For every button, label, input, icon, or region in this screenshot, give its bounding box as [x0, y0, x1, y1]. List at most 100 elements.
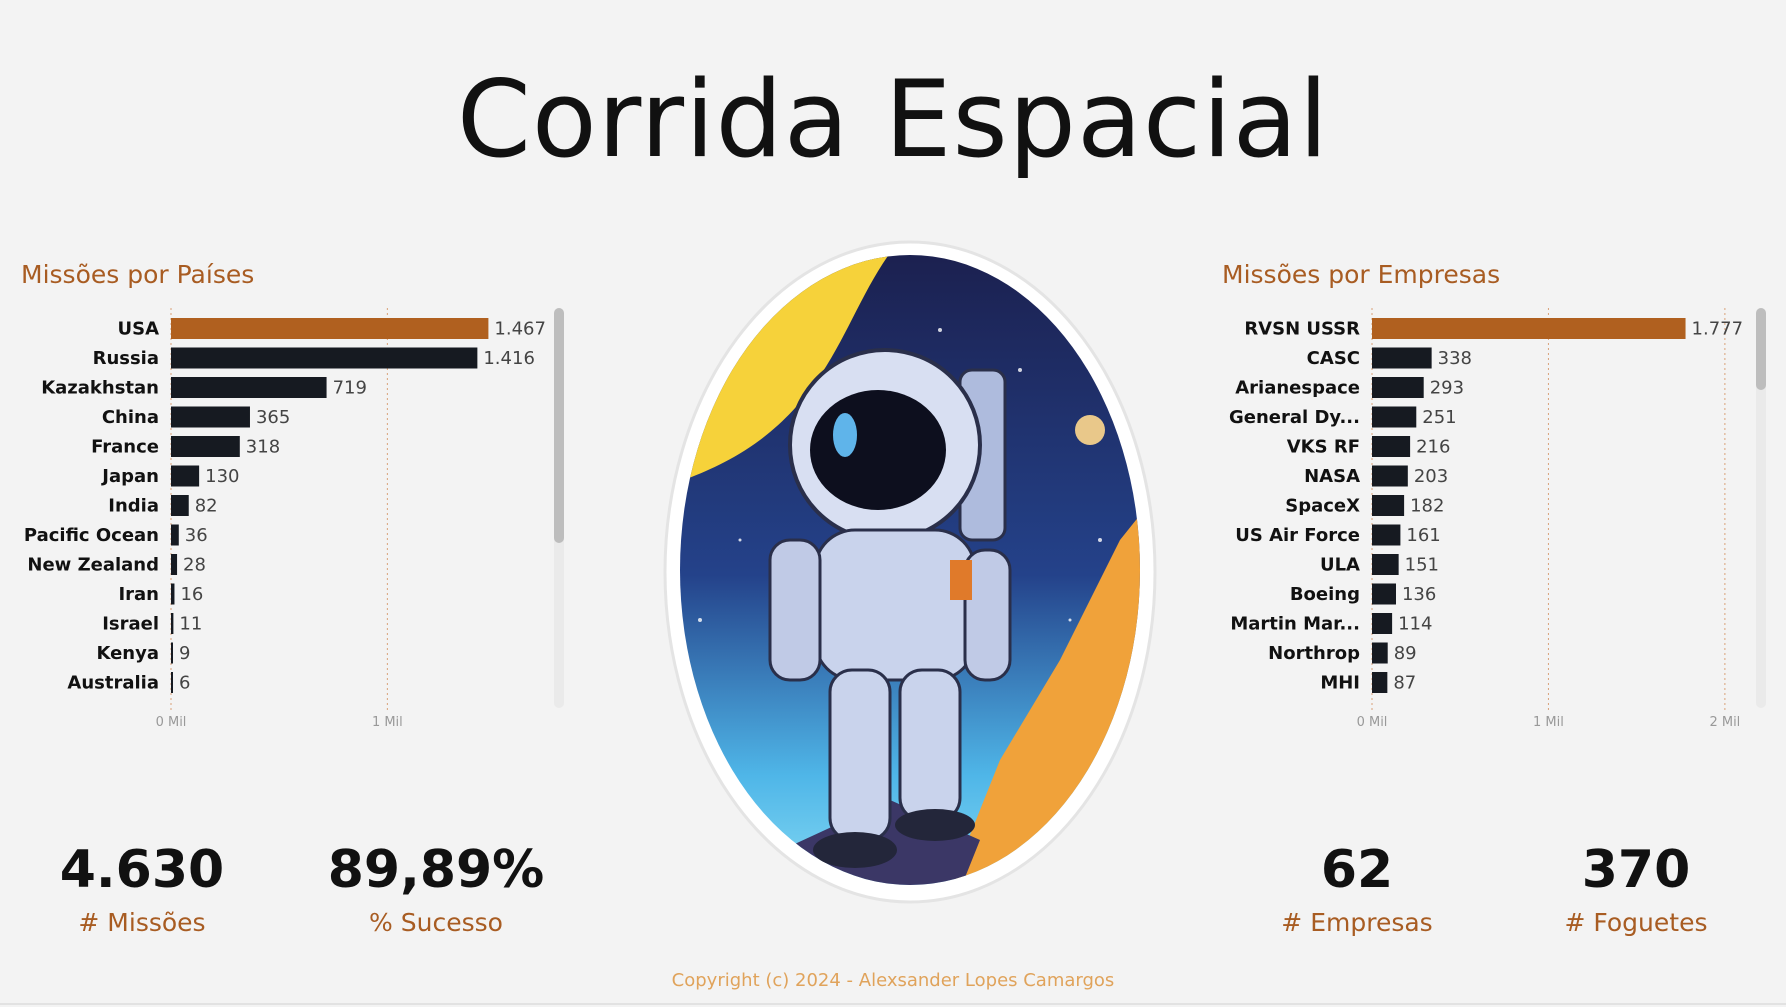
- bar[interactable]: [171, 672, 173, 693]
- category-label: CASC: [1307, 348, 1360, 369]
- category-label: SpaceX: [1285, 496, 1360, 517]
- kpi-companies-label: # Empresas: [1281, 908, 1433, 937]
- data-label: 130: [205, 466, 239, 487]
- bar[interactable]: [1372, 524, 1401, 546]
- x-tick-label: 0 Mil: [156, 715, 187, 730]
- data-label: 151: [1405, 555, 1439, 576]
- bar[interactable]: [171, 554, 178, 575]
- page-title: Corrida Espacial: [456, 58, 1330, 181]
- data-label: 82: [195, 496, 218, 517]
- countries-scrollbar-thumb[interactable]: [554, 308, 564, 543]
- bar[interactable]: [1372, 613, 1393, 634]
- kpi-missions-value: 4.630: [59, 840, 225, 900]
- companies-bar-chart: 0 Mil 1 Mil 2 Mil RVSN USSR 1.777 CASC 338 Aria…: [1229, 308, 1744, 730]
- data-label: 136: [1402, 584, 1436, 605]
- bar[interactable]: [1372, 583, 1396, 605]
- companies-scrollbar[interactable]: [1756, 308, 1766, 708]
- bar[interactable]: [171, 318, 489, 339]
- bar[interactable]: [171, 377, 327, 398]
- data-label: 87: [1393, 673, 1416, 694]
- data-label: 216: [1416, 437, 1450, 458]
- category-label: NASA: [1304, 466, 1360, 487]
- category-label: Boeing: [1290, 584, 1360, 605]
- category-label: Iran: [118, 584, 159, 605]
- countries-bar-chart: 0 Mil 1 Mil USA 1.467 Russia 1.416 Kazakhstan 7…: [24, 308, 546, 730]
- bar[interactable]: [171, 524, 179, 546]
- category-label: US Air Force: [1235, 525, 1360, 546]
- category-label: France: [91, 437, 159, 458]
- kpi-success-value: 89,89%: [327, 840, 545, 900]
- category-label: RVSN USSR: [1244, 319, 1360, 340]
- category-label: Northrop: [1268, 643, 1360, 664]
- bar[interactable]: [171, 406, 250, 428]
- category-label: Kazakhstan: [41, 378, 159, 399]
- bar[interactable]: [171, 613, 174, 634]
- data-label: 16: [180, 584, 203, 605]
- bar[interactable]: [171, 465, 200, 487]
- bar[interactable]: [1372, 347, 1432, 369]
- x-tick-label: 1 Mil: [1533, 715, 1564, 730]
- category-label: China: [102, 407, 159, 428]
- category-label: Israel: [102, 614, 159, 635]
- category-label: Russia: [93, 348, 159, 369]
- category-label: Kenya: [96, 643, 159, 664]
- companies-chart-title: Missões por Empresas: [1222, 260, 1501, 289]
- category-label: Pacific Ocean: [24, 525, 159, 546]
- kpi-rockets: 370 # Foguetes: [1486, 840, 1786, 937]
- data-label: 9: [179, 643, 190, 664]
- data-label: 182: [1410, 496, 1444, 517]
- astronaut-illustration: [663, 240, 1157, 904]
- footer-divider: [0, 1003, 1786, 1005]
- bar[interactable]: [1372, 465, 1408, 487]
- bar[interactable]: [171, 347, 478, 369]
- data-label: 1.416: [483, 348, 535, 369]
- bar[interactable]: [1372, 642, 1388, 664]
- kpi-success-label: % Sucesso: [369, 908, 503, 937]
- data-label: 114: [1398, 614, 1432, 635]
- category-label: India: [108, 496, 159, 517]
- bar[interactable]: [171, 583, 175, 605]
- kpi-missions: 4.630 # Missões: [0, 840, 292, 937]
- kpi-companies-value: 62: [1320, 840, 1394, 900]
- data-label: 293: [1430, 378, 1464, 399]
- data-label: 1.467: [494, 319, 546, 340]
- category-label: Martin Mar...: [1230, 614, 1360, 635]
- data-label: 203: [1414, 466, 1448, 487]
- bar[interactable]: [1372, 672, 1388, 693]
- bar[interactable]: [1372, 495, 1405, 516]
- data-label: 11: [179, 614, 202, 635]
- bar[interactable]: [1372, 554, 1399, 575]
- countries-chart-title: Missões por Países: [21, 260, 255, 289]
- category-label: USA: [117, 319, 159, 340]
- kpi-success: 89,89% % Sucesso: [286, 840, 586, 937]
- x-tick-label: 1 Mil: [372, 715, 403, 730]
- kpi-rockets-value: 370: [1581, 840, 1691, 900]
- astronaut-figure: [768, 348, 1012, 868]
- data-label: 251: [1422, 407, 1456, 428]
- kpi-missions-label: # Missões: [78, 908, 206, 937]
- bar[interactable]: [1372, 436, 1411, 457]
- category-label: General Dy...: [1229, 407, 1360, 428]
- data-label: 28: [183, 555, 206, 576]
- data-label: 1.777: [1692, 319, 1744, 340]
- data-label: 161: [1406, 525, 1440, 546]
- kpi-companies: 62 # Empresas: [1207, 840, 1507, 937]
- bar[interactable]: [171, 436, 240, 457]
- kpi-rockets-label: # Foguetes: [1564, 908, 1708, 937]
- data-label: 338: [1438, 348, 1472, 369]
- x-tick-label: 0 Mil: [1357, 715, 1388, 730]
- category-label: VKS RF: [1287, 437, 1360, 458]
- category-label: New Zealand: [27, 555, 159, 576]
- data-label: 365: [256, 407, 290, 428]
- category-label: MHI: [1320, 673, 1360, 694]
- bar[interactable]: [1372, 318, 1686, 339]
- bar[interactable]: [1372, 377, 1424, 398]
- bar[interactable]: [171, 642, 173, 664]
- companies-scrollbar-thumb[interactable]: [1756, 308, 1766, 390]
- data-label: 719: [333, 378, 367, 399]
- category-label: Arianespace: [1235, 378, 1360, 399]
- bar[interactable]: [171, 495, 189, 516]
- data-label: 318: [246, 437, 280, 458]
- bar[interactable]: [1372, 406, 1417, 428]
- category-label: Australia: [67, 673, 159, 694]
